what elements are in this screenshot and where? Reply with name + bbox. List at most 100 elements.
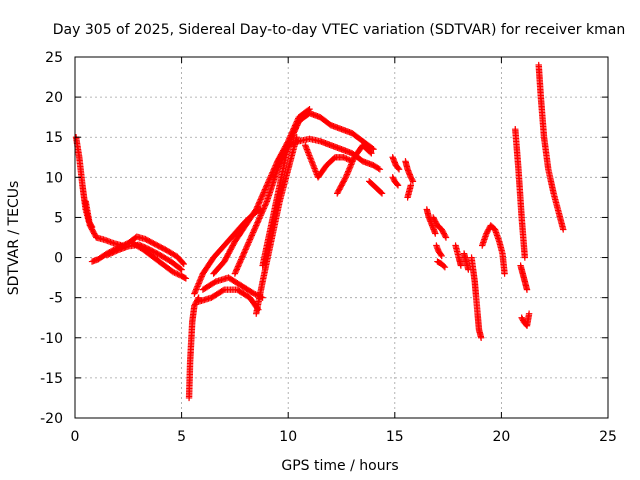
data-point <box>288 134 295 142</box>
data-point <box>344 156 352 163</box>
data-point <box>432 230 439 237</box>
data-point <box>409 178 417 185</box>
data-point <box>289 132 296 139</box>
data-point <box>178 266 185 273</box>
data-point <box>377 189 385 196</box>
chart-title: Day 305 of 2025, Sidereal Day-to-day VTE… <box>53 22 625 38</box>
data-point <box>245 239 252 246</box>
data-point <box>198 273 205 280</box>
data-point <box>263 183 270 190</box>
data-point <box>256 197 264 205</box>
data-point <box>192 287 199 294</box>
y-tick-label: 5 <box>54 210 63 226</box>
data-point <box>234 264 241 272</box>
data-point <box>394 182 402 189</box>
data-point <box>521 254 529 261</box>
data-point <box>219 287 227 294</box>
data-point <box>367 149 374 156</box>
data-point <box>341 175 349 182</box>
data-point <box>258 210 265 218</box>
data-point <box>239 253 246 260</box>
data-point <box>263 199 270 207</box>
data-point <box>254 218 262 225</box>
data-point <box>257 196 264 203</box>
data-point <box>249 229 257 236</box>
data-point <box>291 126 299 133</box>
data-point <box>247 235 254 242</box>
y-tick-label: -20 <box>40 411 63 427</box>
data-point <box>346 164 354 171</box>
data-point <box>477 334 485 341</box>
y-tick-label: 10 <box>45 170 63 186</box>
data-point <box>368 150 375 157</box>
data-point <box>255 200 262 207</box>
data-point <box>251 225 259 232</box>
data-point <box>252 223 259 231</box>
data-point <box>255 216 262 224</box>
data-point <box>242 244 250 252</box>
data-point <box>181 274 188 282</box>
data-point <box>260 205 267 212</box>
data-point <box>261 202 269 209</box>
data-point <box>293 123 300 131</box>
data-point <box>260 189 267 196</box>
data-point <box>197 274 205 282</box>
data-point <box>251 226 258 233</box>
data-point <box>233 266 240 273</box>
data-point <box>179 259 187 267</box>
data-point <box>341 154 349 162</box>
data-point <box>193 284 201 292</box>
data-point <box>342 174 349 181</box>
data-point <box>261 187 268 195</box>
data-point <box>343 172 350 180</box>
data-point <box>231 270 239 277</box>
x-axis-label: GPS time / hours <box>281 458 398 474</box>
data-point <box>343 171 351 178</box>
data-point <box>243 243 251 250</box>
data-point <box>241 249 248 256</box>
data-point <box>438 252 445 260</box>
data-point <box>345 168 352 175</box>
data-point <box>241 247 249 255</box>
data-point <box>237 256 245 263</box>
data-point <box>258 193 266 200</box>
data-point <box>250 227 257 235</box>
data-point <box>235 261 242 269</box>
data-point <box>395 166 403 173</box>
data-point <box>195 280 202 287</box>
data-point <box>239 251 247 259</box>
x-tick-label: 25 <box>599 429 617 445</box>
data-point <box>274 166 281 173</box>
data-point <box>232 267 240 274</box>
data-point <box>262 184 269 192</box>
data-point <box>442 234 450 241</box>
data-point <box>237 257 244 265</box>
data-point <box>407 182 414 189</box>
data-point <box>244 240 252 248</box>
data-point <box>291 127 298 135</box>
data-point <box>288 133 296 140</box>
data-point <box>340 154 347 161</box>
data-point <box>253 204 261 212</box>
data-point <box>349 156 357 164</box>
grid-lines <box>75 57 608 418</box>
data-point <box>261 203 268 211</box>
x-tick-label: 15 <box>386 429 404 445</box>
data-point <box>259 190 267 198</box>
data-point <box>262 201 269 208</box>
data-point <box>169 268 177 276</box>
data-point <box>253 220 261 228</box>
data-point <box>523 286 531 293</box>
x-tick-label: 10 <box>279 429 297 445</box>
data-point <box>253 206 260 213</box>
data-point <box>236 260 243 267</box>
data-point <box>246 236 254 243</box>
data-point <box>177 265 184 272</box>
data-point <box>234 263 242 270</box>
data-point <box>240 250 247 257</box>
data-point <box>347 162 354 170</box>
y-tick-label: 25 <box>45 50 63 66</box>
data-point <box>194 281 202 289</box>
y-axis-label: SDTVAR / TECUs <box>6 181 22 296</box>
